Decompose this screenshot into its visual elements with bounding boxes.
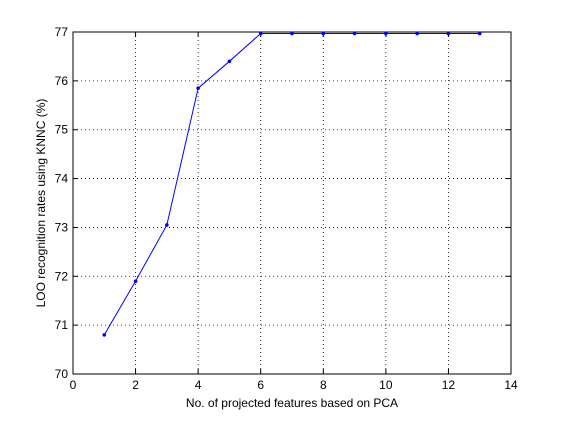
data-point bbox=[102, 333, 107, 337]
data-point bbox=[321, 31, 326, 36]
data-point bbox=[290, 31, 294, 36]
y-tick-label: 77 bbox=[55, 25, 69, 39]
plot-background bbox=[73, 32, 511, 374]
x-tick-label: 2 bbox=[132, 378, 139, 392]
data-point bbox=[258, 31, 263, 36]
data-point bbox=[165, 223, 169, 227]
x-tick-label: 6 bbox=[257, 378, 264, 392]
x-tick-label: 10 bbox=[379, 378, 393, 392]
y-tick-label: 71 bbox=[55, 318, 69, 332]
data-point bbox=[133, 279, 138, 283]
y-axis-label: LOO recognition rates using KNNC (%) bbox=[34, 99, 48, 308]
axis-ticks: 0 2 4 6 8 10 12 14 70 71 72 73 74 75 76 77 bbox=[55, 25, 518, 392]
y-tick-label: 74 bbox=[55, 172, 69, 186]
data-point bbox=[196, 86, 200, 90]
data-point bbox=[384, 31, 388, 36]
y-tick-label: 72 bbox=[55, 269, 69, 283]
data-point bbox=[227, 59, 232, 64]
series-layer bbox=[102, 31, 482, 337]
y-tick-label: 73 bbox=[55, 220, 69, 234]
x-tick-label: 12 bbox=[442, 378, 456, 392]
data-point bbox=[477, 31, 482, 36]
x-tick-label: 14 bbox=[504, 378, 518, 392]
data-point bbox=[415, 31, 419, 36]
y-tick-label: 76 bbox=[55, 74, 69, 88]
x-tick-label: 4 bbox=[195, 378, 202, 392]
y-tick-label: 75 bbox=[55, 123, 69, 137]
data-point bbox=[352, 31, 357, 36]
y-tick-label: 70 bbox=[55, 367, 69, 381]
grid-lines bbox=[73, 32, 511, 374]
x-tick-label: 8 bbox=[320, 378, 327, 392]
x-tick-label: 0 bbox=[70, 378, 77, 392]
x-axis-label: No. of projected features based on PCA bbox=[186, 396, 398, 410]
data-point bbox=[446, 31, 451, 36]
